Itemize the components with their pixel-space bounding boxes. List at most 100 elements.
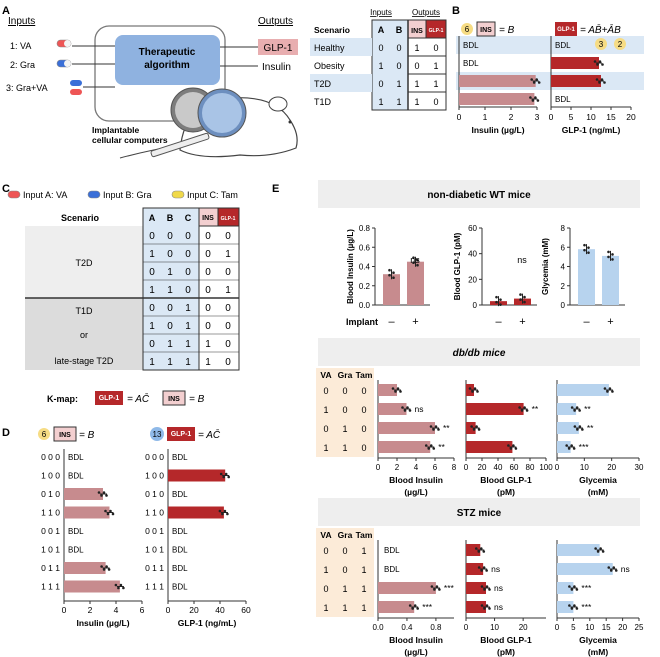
b-glp1-dot xyxy=(598,60,602,63)
e-dbdb-xunit: (µg/L) xyxy=(404,487,427,497)
e-stz-bar xyxy=(378,601,415,613)
e-dbdb-dot xyxy=(396,387,400,390)
e-stz-dot xyxy=(599,547,602,550)
c-cell: 1 xyxy=(149,357,155,368)
c-cell: 0 xyxy=(205,303,211,314)
d-insulin-dot xyxy=(97,491,101,494)
e-dbdb-dot xyxy=(394,390,397,393)
e-stz-dot xyxy=(570,588,574,591)
e-stz-sig: *** xyxy=(581,583,592,593)
e-dbdb-dot xyxy=(471,390,474,393)
e-dbdb-sig: ns xyxy=(415,404,424,414)
c-t1d-bg xyxy=(25,298,143,370)
e-stz-dot xyxy=(416,607,419,610)
e-wt-bar xyxy=(383,274,400,305)
d-insulin-bar xyxy=(64,580,120,593)
e-dbdb-tick-label: 8 xyxy=(452,463,457,472)
e-dbdb-dot xyxy=(468,387,472,390)
e-wt-sig: ns xyxy=(410,255,420,265)
e-dbdb-dot xyxy=(575,406,579,409)
d-glp1-xlabel: GLP-1 (ng/mL) xyxy=(178,618,237,628)
panel-letter-d: D xyxy=(2,427,10,439)
cellular-computer-icon xyxy=(170,87,247,138)
b-glp1-bar xyxy=(551,57,599,69)
d-insulin-tick-label: 4 xyxy=(114,605,119,615)
c-header: A xyxy=(149,213,156,223)
e-stz-dot xyxy=(483,607,486,610)
gra-va-capsules-icon xyxy=(70,80,82,95)
d-insulin-dot xyxy=(104,509,107,513)
e-dbdb-dot xyxy=(567,447,571,450)
panel-c-table: Input A: VA Input B: Gra Input C: Tam Scena… xyxy=(7,190,240,406)
e-cond-cell: 1 xyxy=(342,443,347,453)
e-cond-header: Gra xyxy=(338,370,353,380)
d-insulin-bar xyxy=(64,506,110,519)
c-cell: 0 xyxy=(185,267,191,278)
c-header-glp: GLP-1 xyxy=(221,216,236,222)
e-stz-xunit: (µg/L) xyxy=(404,647,427,657)
d-insulin-xlabel: Insulin (µg/L) xyxy=(76,618,129,628)
e-implant-tick: + xyxy=(519,316,525,328)
e-stz-dot xyxy=(485,585,489,588)
e-wt-dot xyxy=(495,300,498,304)
d-glp1-row-label: 0 0 0 xyxy=(145,452,164,462)
e-cond-cell: 1 xyxy=(323,405,328,415)
e-dbdb-dot xyxy=(509,447,513,450)
c-cell: 1 xyxy=(167,357,173,368)
d-insulin-dot xyxy=(100,565,103,568)
e-stz-dot xyxy=(480,569,483,572)
tt-cell: 1 xyxy=(414,97,419,107)
input-3: 3: Gra+VA xyxy=(6,83,48,93)
b-ins-tag xyxy=(476,21,496,37)
c-legend-capsule-icon xyxy=(171,190,185,199)
c-cell: 0 xyxy=(149,267,155,278)
b-glp1-dot xyxy=(596,63,599,66)
panel-letter-b: B xyxy=(452,5,460,17)
d-insulin-bdl: BDL xyxy=(68,527,84,536)
e-wt-tick-label: 40 xyxy=(468,250,477,259)
e-cond-cell: 0 xyxy=(361,443,366,453)
c-cell: 0 xyxy=(149,339,155,350)
c-late-t2d-label: late-stage T2D xyxy=(55,356,114,366)
e-cond-cell: 0 xyxy=(342,386,347,396)
e-wt-ylabel: Glycemia (mM) xyxy=(541,238,550,295)
c-cell: 1 xyxy=(205,339,211,350)
d-insulin-dot xyxy=(122,586,125,590)
insulin-output-label: Insulin xyxy=(262,62,291,73)
d-insulin-row-label: 0 1 1 xyxy=(41,563,60,573)
e-implant-label: Implant xyxy=(346,317,378,327)
e-stz-bar xyxy=(557,544,600,556)
e-dbdb-sig: ** xyxy=(443,423,450,433)
b-glp1-tick-label: 20 xyxy=(626,112,636,122)
e-dbdb-tick-label: 60 xyxy=(510,463,519,472)
implant-label-line-1: Implantable xyxy=(92,125,140,135)
b-badge-r2-text: 2 xyxy=(618,40,623,49)
c-cell: 0 xyxy=(167,231,173,242)
e-dbdb-xlabel: Blood Insulin xyxy=(389,475,443,485)
e-dbdb-xunit: (pM) xyxy=(497,487,515,497)
e-dbdb-bar xyxy=(466,384,474,396)
e-wt-tick-label: 0 xyxy=(473,301,478,310)
e-dbdb-dot xyxy=(507,444,510,447)
b-ins-tag-text: INS xyxy=(480,27,492,34)
b-insulin-tick-label: 3 xyxy=(535,112,540,122)
e-dbdb-dot xyxy=(475,425,478,428)
d-insulin-dot xyxy=(119,583,123,587)
c-cell: 1 xyxy=(225,249,231,260)
e-cond-cell: 1 xyxy=(323,443,328,453)
e-stz-dot xyxy=(570,607,574,610)
e-dbdb-dot xyxy=(523,406,526,409)
e-cond-cell: 0 xyxy=(323,424,328,434)
b-insulin-bar xyxy=(459,93,535,105)
d-insulin-bar xyxy=(64,488,103,500)
e-dbdb-bar xyxy=(466,441,513,453)
tt-scenario-0: Healthy xyxy=(314,43,345,53)
e-stz-bar xyxy=(466,563,484,575)
b-insulin-tick-label: 1 xyxy=(483,112,488,122)
e-cond-cell: 1 xyxy=(361,546,366,556)
tt-cell: 0 xyxy=(378,79,383,89)
e-stz-sig: ns xyxy=(621,564,630,574)
c-cell: 0 xyxy=(167,303,173,314)
e-dbdb-dot xyxy=(525,409,529,412)
